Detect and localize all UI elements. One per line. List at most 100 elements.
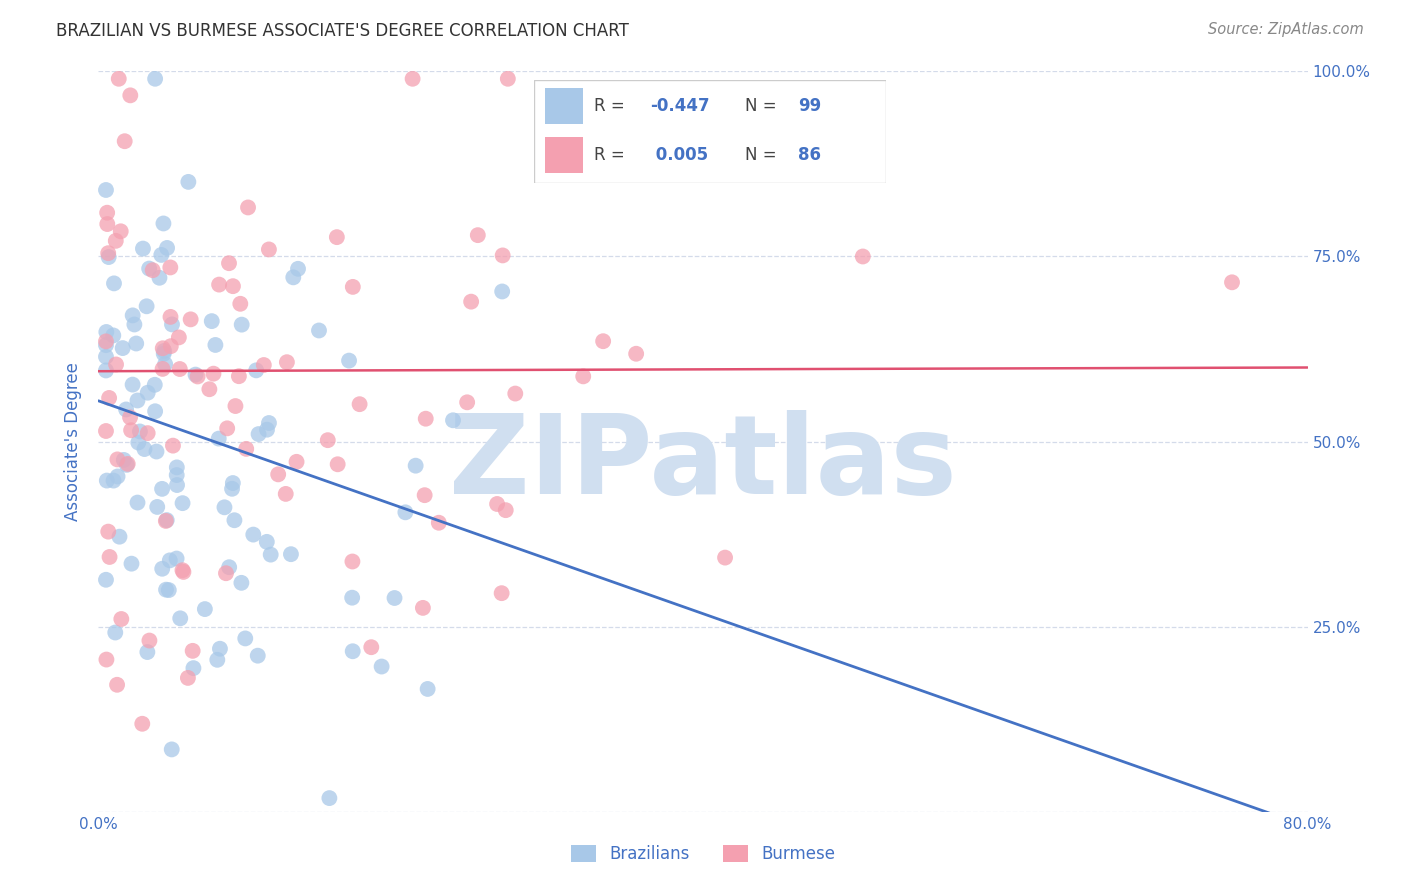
Point <box>201 314 224 328</box>
Point <box>120 88 142 103</box>
Text: BRAZILIAN VS BURMESE ASSOCIATE'S DEGREE CORRELATION CHART: BRAZILIAN VS BURMESE ASSOCIATE'S DEGREE … <box>56 22 628 40</box>
Point <box>103 277 125 291</box>
Point <box>156 241 179 255</box>
Point <box>108 530 131 544</box>
Point <box>326 457 349 471</box>
Point <box>152 362 174 376</box>
Point <box>159 310 181 324</box>
Point <box>486 497 509 511</box>
Point <box>105 452 128 467</box>
Text: Source: ZipAtlas.com: Source: ZipAtlas.com <box>1208 22 1364 37</box>
Point <box>340 591 363 605</box>
Point <box>94 334 117 349</box>
Text: 86: 86 <box>799 145 821 163</box>
Point <box>125 336 148 351</box>
Point <box>714 550 737 565</box>
Point <box>274 487 297 501</box>
Point <box>260 548 283 562</box>
Point <box>204 338 226 352</box>
Point <box>94 424 117 438</box>
Point <box>257 243 280 257</box>
Point <box>136 385 159 400</box>
Point <box>145 444 167 458</box>
Point <box>370 659 392 673</box>
Point <box>326 230 349 244</box>
Point <box>405 458 427 473</box>
Point <box>131 716 153 731</box>
Point <box>492 248 515 262</box>
Point <box>184 368 207 382</box>
Point <box>167 330 190 344</box>
Legend: Brazilians, Burmese: Brazilians, Burmese <box>564 838 842 870</box>
Text: 99: 99 <box>799 97 821 115</box>
Point <box>124 318 146 332</box>
Point <box>231 318 253 332</box>
Point <box>215 566 238 581</box>
Point <box>96 652 118 666</box>
Point <box>157 583 180 598</box>
Point <box>503 386 526 401</box>
Point <box>143 377 166 392</box>
Point <box>153 357 176 371</box>
Point <box>180 312 202 326</box>
Point <box>256 423 278 437</box>
Point <box>142 263 165 277</box>
Point <box>224 513 246 527</box>
Point <box>342 644 364 658</box>
Point <box>456 395 478 409</box>
Point <box>222 476 245 491</box>
Point <box>495 503 517 517</box>
Point <box>162 439 184 453</box>
Point <box>198 382 221 396</box>
Point <box>172 496 194 510</box>
Point <box>246 648 269 663</box>
Point <box>110 612 132 626</box>
Text: R =: R = <box>593 145 630 163</box>
Point <box>267 467 290 482</box>
Point <box>152 347 174 361</box>
Point <box>107 71 129 86</box>
Text: N =: N = <box>745 97 782 115</box>
Point <box>224 399 246 413</box>
Point <box>166 551 188 566</box>
Point <box>94 338 117 352</box>
Point <box>384 591 406 605</box>
Point <box>177 671 200 685</box>
Point <box>159 260 181 275</box>
Point <box>152 341 174 355</box>
Point <box>104 234 127 248</box>
Point <box>96 217 118 231</box>
Point <box>94 350 117 364</box>
Point <box>592 334 614 349</box>
Point <box>97 524 120 539</box>
Point <box>441 413 464 427</box>
Point <box>159 553 181 567</box>
Point <box>104 625 127 640</box>
Point <box>115 402 138 417</box>
Point <box>98 549 121 564</box>
Point <box>401 71 423 86</box>
Point <box>236 201 259 215</box>
Point <box>1220 275 1243 289</box>
Point <box>229 297 252 311</box>
Point <box>214 500 236 515</box>
Y-axis label: Associate's Degree: Associate's Degree <box>65 362 83 521</box>
Point <box>491 285 513 299</box>
Point <box>117 457 139 471</box>
Point <box>416 681 439 696</box>
Text: -0.447: -0.447 <box>650 97 710 115</box>
Point <box>136 645 159 659</box>
Point <box>287 261 309 276</box>
Point <box>276 355 298 369</box>
Point <box>118 410 141 425</box>
Point <box>342 554 364 568</box>
Point <box>138 261 160 276</box>
Point <box>160 318 183 332</box>
Point <box>96 205 118 219</box>
Point <box>103 328 125 343</box>
Point <box>127 435 149 450</box>
Point <box>146 500 169 514</box>
Point <box>166 460 188 475</box>
Point <box>318 791 340 805</box>
Point <box>218 256 240 270</box>
